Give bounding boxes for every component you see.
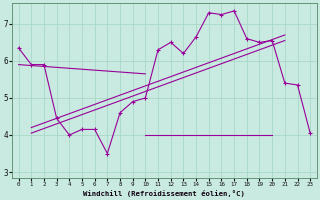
X-axis label: Windchill (Refroidissement éolien,°C): Windchill (Refroidissement éolien,°C) (84, 190, 245, 197)
